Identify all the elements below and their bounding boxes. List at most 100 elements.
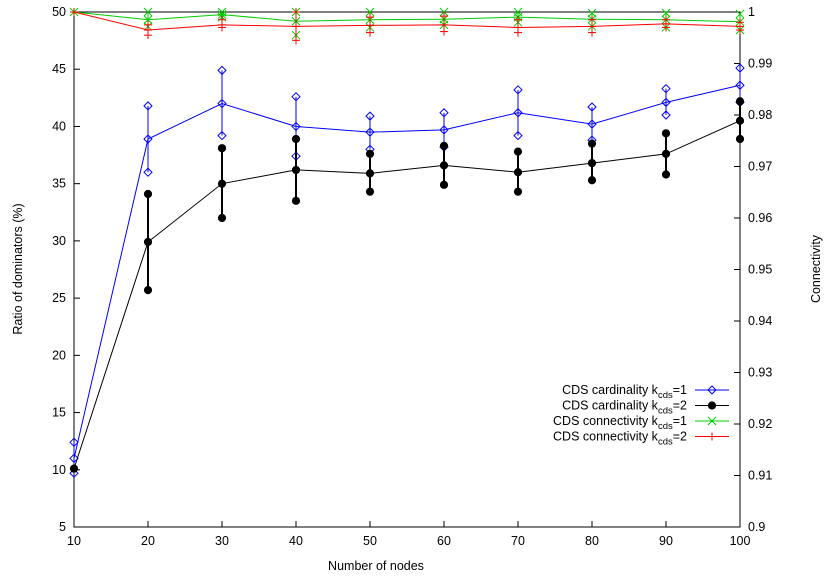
series-line	[73, 11, 741, 31]
x-axis-title: Number of nodes	[328, 559, 424, 573]
data-point	[707, 385, 717, 395]
x-tick-label: 70	[511, 534, 525, 548]
y2-tick-label: 0.95	[748, 263, 772, 277]
series-3	[69, 7, 745, 40]
data-point	[291, 196, 301, 205]
data-point	[439, 180, 449, 189]
y2-tick-label: 0.93	[748, 366, 772, 380]
data-point	[365, 149, 375, 159]
data-point	[217, 144, 227, 153]
data-point	[69, 464, 79, 473]
y-tick-label: 45	[52, 62, 66, 76]
y-tick-label: 30	[52, 234, 66, 248]
marker-stroke	[143, 7, 153, 17]
data-point	[514, 15, 522, 24]
data-point	[291, 91, 301, 102]
legend-label: CDS cardinality kcds=1	[562, 383, 687, 401]
data-point	[292, 22, 300, 31]
data-point	[217, 10, 227, 19]
y-tick-label: 10	[52, 463, 66, 477]
data-point	[439, 108, 449, 118]
x-tick-label: 40	[289, 534, 303, 548]
data-point	[291, 121, 301, 132]
data-point	[217, 179, 227, 188]
tick-labels: 10 20 30 40 50 60 70 80 90 1005101520253035404550…	[52, 5, 772, 548]
data-point	[440, 27, 448, 36]
data-point	[513, 130, 523, 141]
data-point	[143, 237, 153, 247]
data-point	[218, 20, 226, 29]
x-tick-label: 60	[437, 534, 451, 548]
data-point	[735, 63, 745, 73]
x-tick-label: 10	[67, 534, 81, 548]
data-point	[661, 110, 671, 120]
x-tick-label: 50	[363, 534, 377, 548]
series-4	[70, 8, 744, 45]
data-point	[513, 187, 523, 196]
marker-stroke	[365, 7, 375, 17]
data-point	[662, 19, 670, 28]
y2-tick-label: 0.92	[748, 417, 772, 431]
y-tick-label: 50	[52, 5, 66, 19]
x-tick-label: 80	[585, 534, 599, 548]
legend-entry: CDS cardinality kcds=2	[562, 399, 729, 417]
data-point	[292, 8, 300, 16]
data-point	[661, 83, 671, 94]
data-point	[217, 130, 227, 141]
data-point	[587, 176, 597, 185]
marker-stroke	[217, 7, 227, 17]
data-point	[513, 147, 523, 156]
data-point	[587, 139, 597, 148]
data-point	[217, 65, 227, 76]
series-line	[73, 120, 741, 469]
x-tick-label: 100	[730, 534, 751, 548]
data-point	[735, 9, 745, 19]
plot-frame	[73, 11, 741, 528]
data-point	[143, 286, 153, 295]
data-point	[439, 161, 449, 170]
data-point	[735, 97, 745, 106]
data-point	[587, 102, 597, 112]
data-point	[513, 108, 523, 118]
y2-tick-label: 0.94	[748, 314, 772, 328]
axes	[73, 11, 741, 528]
data-point	[439, 141, 449, 150]
marker-stroke	[735, 9, 745, 19]
legend-entry: CDS connectivity kcds=1	[553, 414, 729, 432]
data-point	[661, 170, 671, 179]
data-point	[439, 7, 449, 17]
x-tick-label: 20	[141, 534, 155, 548]
y2-axis-title: Connectivity	[809, 234, 823, 303]
y-tick-label: 20	[52, 348, 66, 362]
series-line	[73, 84, 741, 459]
series-1	[69, 63, 745, 478]
x-tick-label: 90	[659, 534, 673, 548]
y-tick-label: 25	[52, 291, 66, 305]
data-point	[70, 8, 78, 16]
data-point	[440, 20, 448, 29]
data-point	[365, 7, 375, 17]
data-point	[661, 97, 671, 108]
data-point	[587, 158, 597, 168]
data-point	[513, 168, 523, 177]
data-point	[440, 12, 448, 21]
data-point	[292, 36, 300, 45]
legend-label: CDS connectivity kcds=2	[553, 430, 687, 448]
data-point	[144, 26, 152, 35]
data-point	[588, 22, 596, 31]
data-point	[291, 134, 301, 144]
data-point	[143, 7, 153, 17]
data-point	[69, 453, 79, 464]
marker-stroke	[707, 416, 717, 426]
data-point	[365, 169, 375, 178]
data-point	[365, 127, 375, 137]
marker-stroke	[217, 10, 227, 19]
data-point	[707, 416, 717, 426]
data-point	[439, 125, 449, 135]
data-point	[366, 13, 374, 22]
legend-label: CDS connectivity kcds=1	[553, 414, 687, 432]
data-point	[514, 23, 522, 32]
marker-stroke	[661, 8, 671, 18]
